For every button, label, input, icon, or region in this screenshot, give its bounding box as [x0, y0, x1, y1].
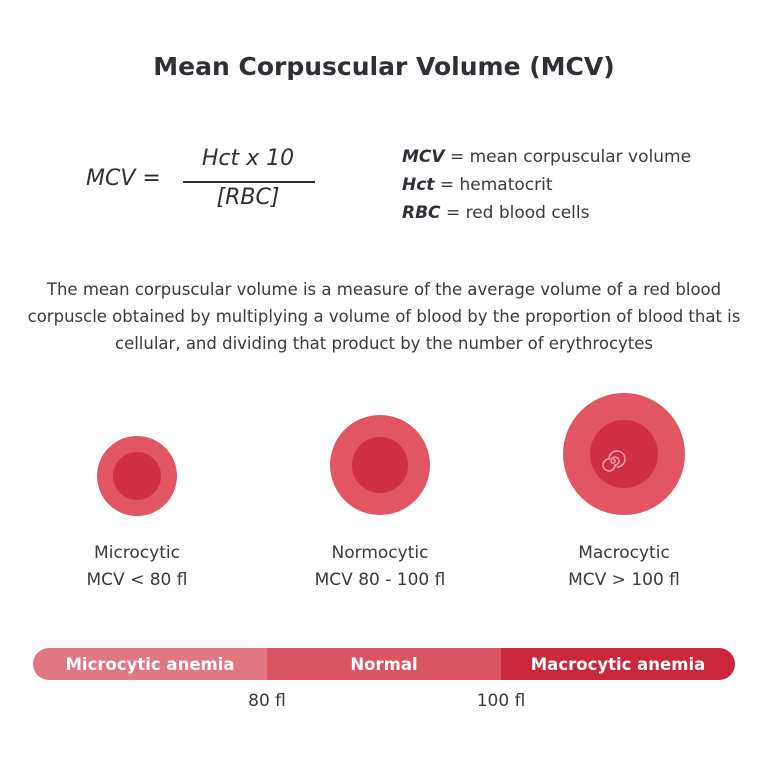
- normocytic-cell: [330, 415, 430, 515]
- mcv-range-bar: Microcytic anemia Normal Macrocytic anem…: [33, 648, 735, 680]
- formula-denominator: [RBC]: [216, 185, 280, 210]
- fraction-bar: [183, 181, 315, 183]
- cell-center: [352, 437, 408, 493]
- segment-macrocytic-anemia: Macrocytic anemia: [501, 648, 735, 680]
- legend-term: RBC: [402, 203, 441, 223]
- legend-definition: = red blood cells: [445, 203, 590, 223]
- formula-legend: MCV = mean corpuscular volume Hct = hema…: [402, 143, 691, 227]
- macrocytic-label: Macrocytic MCV > 100 fl: [524, 540, 724, 594]
- tick-label-100: 100 fl: [476, 691, 526, 711]
- tick-label-80: 80 fl: [248, 691, 286, 711]
- legend-row-hct: Hct = hematocrit: [402, 171, 691, 199]
- legend-definition: = hematocrit: [439, 175, 553, 195]
- page-title: Mean Corpuscular Volume (MCV): [153, 52, 615, 81]
- cell-type-name: Normocytic: [331, 543, 429, 563]
- cell-type-name: Macrocytic: [578, 543, 670, 563]
- cell-type-name: Microcytic: [94, 543, 180, 563]
- watermark-spiral-icon: [602, 450, 626, 472]
- segment-microcytic-anemia: Microcytic anemia: [33, 648, 267, 680]
- legend-row-mcv: MCV = mean corpuscular volume: [402, 143, 691, 171]
- legend-definition: = mean corpuscular volume: [449, 147, 692, 167]
- microcytic-cell: [97, 436, 177, 516]
- legend-row-rbc: RBC = red blood cells: [402, 199, 691, 227]
- legend-term: MCV: [402, 147, 445, 167]
- segment-normal: Normal: [267, 648, 501, 680]
- normocytic-label: Normocytic MCV 80 - 100 fl: [280, 540, 480, 594]
- cell-mcv-range: MCV > 100 fl: [568, 570, 680, 590]
- cell-mcv-range: MCV 80 - 100 fl: [314, 570, 446, 590]
- formula-numerator: Hct x 10: [201, 146, 295, 171]
- formula-lhs: MCV =: [86, 166, 161, 191]
- cell-mcv-range: MCV < 80 fl: [86, 570, 188, 590]
- legend-term: Hct: [402, 175, 435, 195]
- microcytic-label: Microcytic MCV < 80 fl: [37, 540, 237, 594]
- macrocytic-cell: [563, 393, 685, 515]
- description-text: The mean corpuscular volume is a measure…: [27, 280, 741, 353]
- cell-center: [113, 452, 161, 500]
